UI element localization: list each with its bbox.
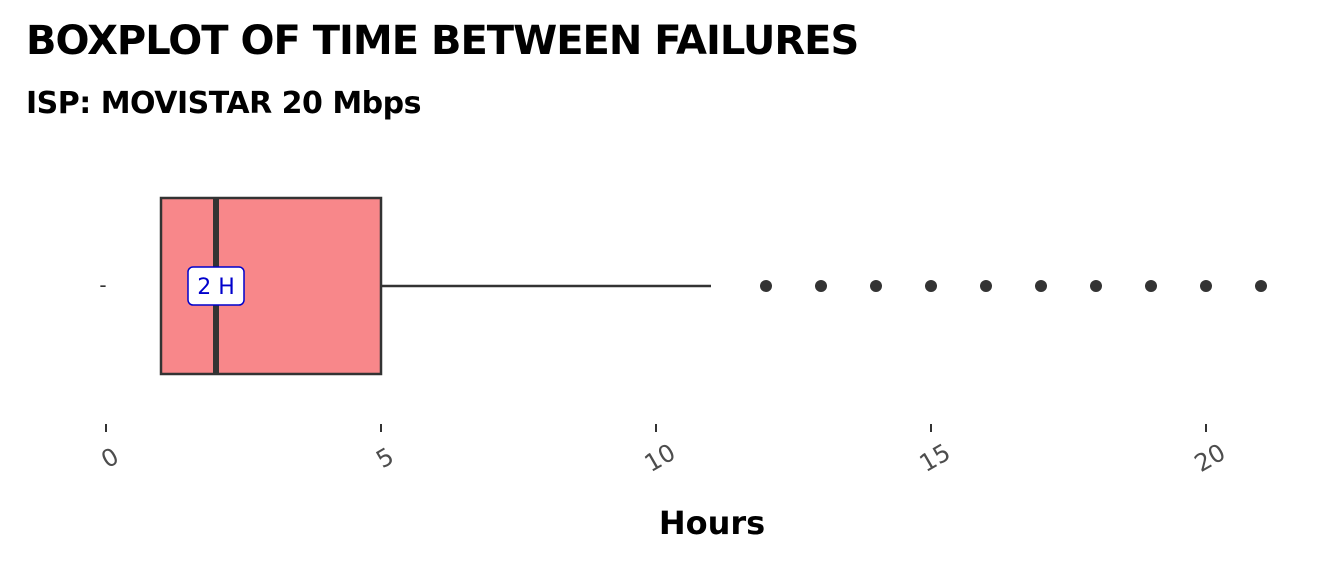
x-axis-label: Hours [658,504,766,542]
median-label: 2 H [197,275,235,300]
outlier-point [1090,280,1102,292]
x-axis: 0 5 10 15 20 [96,424,1230,478]
chart-title: BOXPLOT OF TIME BETWEEN FAILURES [26,18,859,64]
outlier-point [1035,280,1047,292]
outlier-point [760,280,772,292]
x-tick-label: 20 [1190,438,1230,478]
outlier-point [1200,280,1212,292]
x-tick-label: 0 [96,442,123,474]
box-iqr [159,196,383,376]
outlier-point [925,280,937,292]
outlier-point [870,280,882,292]
outliers [760,280,1267,292]
x-tick-label: 10 [640,438,680,478]
outlier-point [815,280,827,292]
chart-subtitle: ISP: MOVISTAR 20 Mbps [26,86,421,121]
outlier-point [1145,280,1157,292]
outlier-point [980,280,992,292]
x-tick-label: 5 [371,442,398,474]
median-label-box [187,266,245,306]
outlier-point [1255,280,1267,292]
y-tick-label: - [99,273,106,297]
boxplot: 2 H [159,196,711,376]
x-tick-label: 15 [915,438,955,478]
y-axis: - [99,273,106,297]
